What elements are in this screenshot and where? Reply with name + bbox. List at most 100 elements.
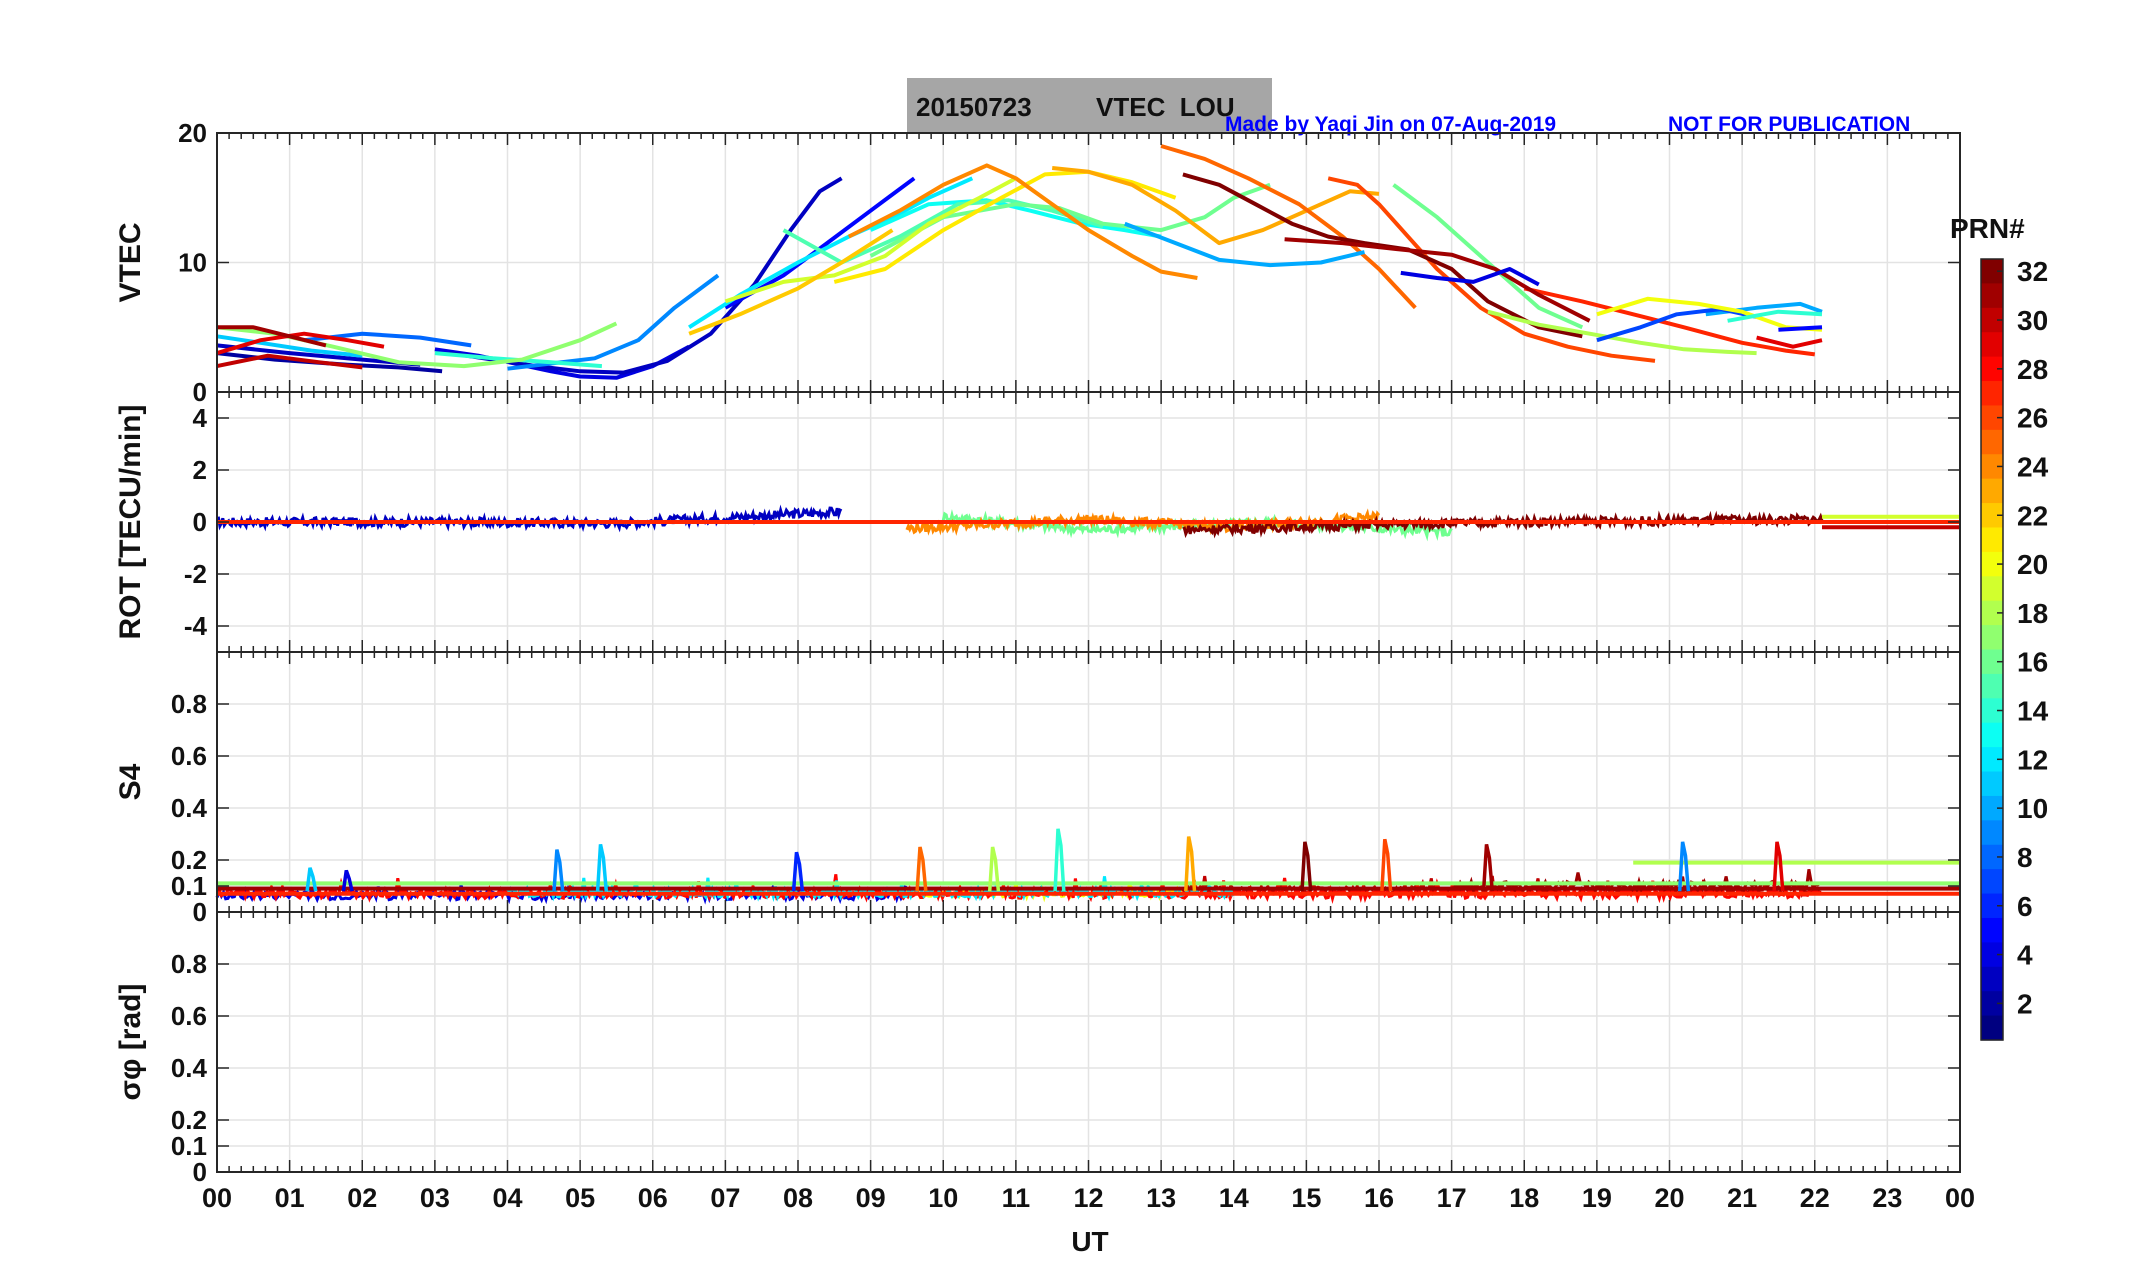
colorbar-tick-label: 6 (2017, 891, 2033, 922)
x-tick-label: 03 (420, 1183, 450, 1213)
x-tick-label: 06 (638, 1183, 668, 1213)
colorbar-cell (1981, 625, 2003, 651)
colorbar-cell (1981, 722, 2003, 748)
rot-series-prn-3 (216, 504, 843, 533)
y-tick-label: 0 (193, 1157, 207, 1187)
vtec-series-prn-24 (847, 163, 1198, 280)
s4-spike-prn-9 (1677, 841, 1691, 892)
vtec-y-axis-label: VTEC (114, 222, 147, 302)
title-box-group: 20150723 VTEC LOU (907, 78, 1272, 133)
s4-spike-prn-14 (1053, 828, 1066, 892)
vtec-series-prn-14 (1727, 309, 1823, 323)
y-tick-label: 0.2 (171, 1105, 207, 1135)
vtec-series-prn-11 (216, 334, 363, 358)
vtec-series-prn-16 (869, 182, 1271, 258)
colorbar-cell (1981, 478, 2003, 504)
x-tick-label: 23 (1872, 1183, 1902, 1213)
sigma_phi-y-axis-label: σφ [rad] (114, 984, 147, 1101)
vtec-series-prn-9 (507, 273, 720, 371)
colorbar-cell (1981, 454, 2003, 480)
s4-spike-prn-31 (1481, 844, 1495, 892)
y-tick-label: 0 (193, 507, 207, 537)
s4-spike-prn-6 (791, 851, 805, 892)
colorbar-tick-label: 10 (2017, 793, 2048, 824)
vtec-series-prn-30 (216, 353, 363, 370)
x-tick-label: 05 (565, 1183, 595, 1213)
y-tick-label: 0.8 (171, 949, 207, 979)
colorbar-cell (1981, 991, 2003, 1017)
vtec-series-prn-16 (1392, 183, 1584, 330)
title-text: VTEC LOU (1096, 92, 1235, 122)
x-tick-label: 04 (492, 1183, 522, 1213)
s4-spike-prn-29 (1772, 841, 1785, 892)
x-tick-label: 17 (1437, 1183, 1467, 1213)
colorbar-cell (1981, 795, 2003, 821)
colorbar-tick-label: 4 (2017, 940, 2033, 971)
vtec-series-prn-13 (869, 198, 1162, 239)
vtec-series-prn-5 (724, 176, 916, 310)
colorbar-cell (1981, 966, 2003, 992)
s4-spike-prn-26 (1380, 838, 1393, 892)
x-tick-label: 00 (202, 1183, 232, 1213)
y-tick-label: 0.2 (171, 845, 207, 875)
s4-y-axis-label: S4 (114, 763, 147, 800)
colorbar-cell (1981, 600, 2003, 626)
vtec-panel: 0 10 20 VTEC (114, 118, 1961, 407)
rot-y-axis-label: ROT [TECU/min] (114, 405, 147, 640)
x-tick-label: 12 (1073, 1183, 1103, 1213)
vtec-series-prn-18 (1487, 309, 1757, 356)
x-tick-label: 09 (856, 1183, 886, 1213)
y-tick-label: 0.1 (171, 871, 207, 901)
colorbar-cell (1981, 429, 2003, 455)
colorbar-tick-label: 16 (2017, 647, 2048, 678)
colorbar-tick-label: 12 (2017, 744, 2048, 775)
s4-spike-prn-11 (305, 867, 318, 892)
y-tick-label: 10 (178, 248, 207, 278)
s4-spike-prn-25 (915, 846, 928, 892)
colorbar-tick-label: 8 (2017, 842, 2033, 873)
rot-panel: -4 -2 0 2 4 ROT [TECU/min] (114, 391, 1961, 653)
colorbar-cell (1981, 869, 2003, 895)
colorbar-cell (1981, 698, 2003, 724)
vtec-series-prn-25 (1160, 144, 1417, 310)
colorbar-cell (1981, 1015, 2003, 1041)
colorbar-tick-label: 26 (2017, 403, 2048, 434)
vtec-series-prn-10 (1124, 221, 1365, 268)
colorbar-tick-label: 18 (2017, 598, 2048, 629)
y-tick-label: 0.8 (171, 689, 207, 719)
x-tick-label: 21 (1727, 1183, 1757, 1213)
colorbar-cell (1981, 747, 2003, 773)
y-tick-label: 2 (193, 455, 207, 485)
vtec-series-prn-26 (1327, 176, 1656, 363)
sigma-phi-panel: 00.10.2 0.4 0.6 0.8 σφ [rad] (114, 911, 1961, 1187)
x-tick-label: 22 (1800, 1183, 1830, 1213)
colorbar-tick-label: 24 (2017, 451, 2049, 482)
x-tick-label: 01 (275, 1183, 305, 1213)
vtec-series-prn-21 (833, 169, 1177, 284)
y-tick-label: 0 (193, 897, 207, 927)
colorbar-cell (1981, 576, 2003, 602)
colorbar-cell (1981, 673, 2003, 699)
colorbar-cell (1981, 405, 2003, 431)
colorbar-cell (1981, 307, 2003, 333)
y-tick-label: 0.6 (171, 741, 207, 771)
s4-spike-prn-18 (987, 846, 1001, 892)
x-axis-label: UT (1071, 1226, 1108, 1257)
x-tick-label: 07 (710, 1183, 740, 1213)
colorbar-tick-label: 32 (2017, 256, 2048, 287)
colorbar-cell (1981, 649, 2003, 675)
vtec-series-prn-4 (1400, 267, 1540, 287)
x-tick-label: 13 (1146, 1183, 1176, 1213)
vtec-series-prn-22 (688, 228, 894, 336)
s4-spike-prn-9 (552, 849, 565, 892)
colorbar-cell (1981, 844, 2003, 870)
x-tick-label: 02 (347, 1183, 377, 1213)
x-tick-label: 10 (928, 1183, 958, 1213)
colorbar-cell (1981, 356, 2003, 382)
vtec-series-prn-32 (1182, 172, 1583, 339)
s4-panel: 00.10.2 0.4 0.6 0.8 S4 (114, 651, 1961, 927)
s4-spike-prn-11 (595, 844, 609, 892)
vtec-series-prn-19 (724, 176, 1017, 304)
